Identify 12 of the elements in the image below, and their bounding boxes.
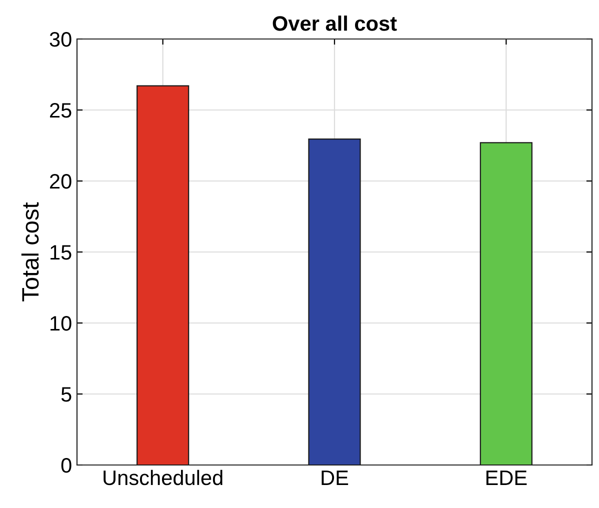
x-tick-label: Unscheduled [104, 470, 222, 486]
chart-title: Over all cost [272, 16, 397, 31]
x-tick-label: EDE [486, 470, 527, 485]
x-tick-label: DE [322, 470, 348, 485]
y-tick-label: 20 [50, 174, 72, 189]
y-axis-title: Total cost [21, 202, 39, 302]
y-tick-label: 0 [61, 458, 72, 473]
y-tick-label: 5 [61, 387, 72, 402]
y-tick-label: 10 [50, 316, 72, 331]
y-tick-label: 25 [50, 103, 72, 118]
y-tick-label: 15 [50, 245, 72, 260]
y-tick-label: 30 [50, 32, 72, 47]
